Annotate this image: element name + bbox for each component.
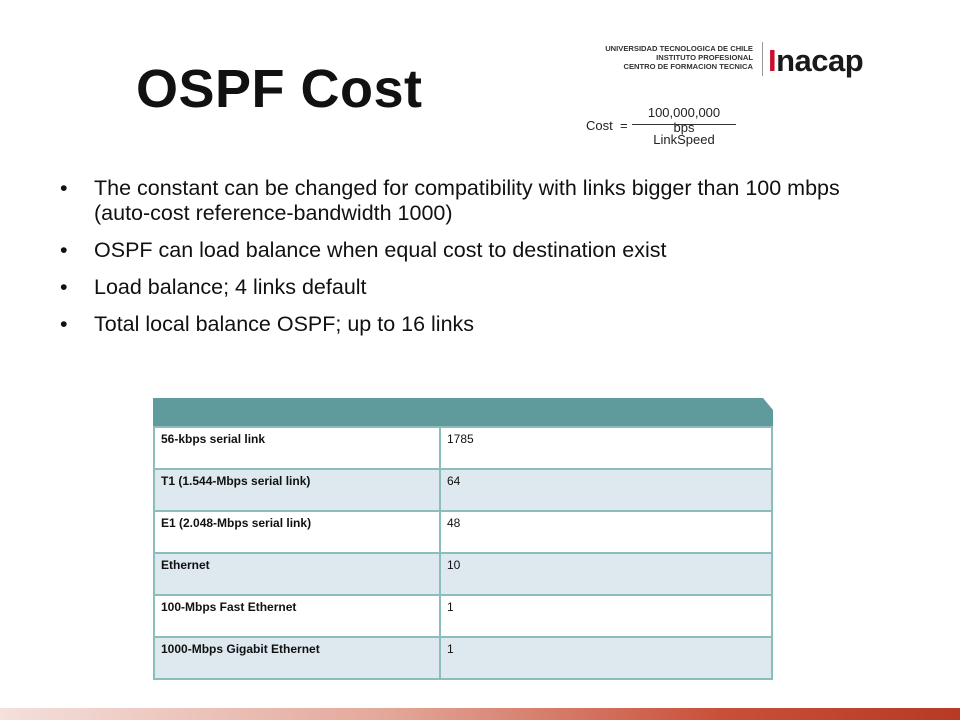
bullet-item: • Load balance; 4 links default <box>60 275 900 300</box>
cost-value-cell: 1 <box>439 636 773 680</box>
link-type-cell: 56-kbps serial link <box>153 426 441 470</box>
logo-line-1: UNIVERSIDAD TECNOLOGICA DE CHILE <box>605 44 753 53</box>
bullet-marker: • <box>60 275 68 299</box>
bullet-marker: • <box>60 238 68 262</box>
bullet-item: • Total local balance OSPF; up to 16 link… <box>60 312 900 337</box>
bullet-text: OSPF can load balance when equal cost to… <box>94 238 667 262</box>
formula-equals: = <box>620 118 628 133</box>
logo-divider <box>762 42 763 76</box>
cost-value-cell: 64 <box>439 468 773 512</box>
logo-brand-rest: nacap <box>776 43 864 78</box>
table-row: 56-kbps serial link 1785 <box>153 426 773 470</box>
formula-fraction-bar <box>632 124 736 125</box>
logo-wordmark: Inacap <box>768 43 864 78</box>
cost-value-cell: 48 <box>439 510 773 554</box>
table-header-bar <box>153 398 773 426</box>
cost-value-cell: 1785 <box>439 426 773 470</box>
bullet-text: Total local balance OSPF; up to 16 links <box>94 312 475 336</box>
table-row: Ethernet 10 <box>153 552 773 596</box>
cost-table-grid: 56-kbps serial link 1785 T1 (1.544-Mbps … <box>153 426 773 680</box>
inacap-logo: UNIVERSIDAD TECNOLOGICA DE CHILE INSTITU… <box>588 40 918 84</box>
link-type-cell: T1 (1.544-Mbps serial link) <box>153 468 441 512</box>
cost-formula: Cost = 100,000,000 bps LinkSpeed <box>586 102 746 154</box>
bottom-decorative-strip <box>0 708 960 720</box>
formula-lhs: Cost <box>586 118 613 133</box>
logo-brand-prefix: I <box>768 43 777 78</box>
link-type-cell: E1 (2.048-Mbps serial link) <box>153 510 441 554</box>
bullet-item: • OSPF can load balance when equal cost t… <box>60 238 900 263</box>
logo-line-3: CENTRO DE FORMACION TECNICA <box>623 62 753 71</box>
ospf-cost-table: 56-kbps serial link 1785 T1 (1.544-Mbps … <box>153 398 773 680</box>
table-row: E1 (2.048-Mbps serial link) 48 <box>153 510 773 554</box>
table-row: 1000-Mbps Gigabit Ethernet 1 <box>153 636 773 680</box>
bullet-marker: • <box>60 176 68 200</box>
table-row: T1 (1.544-Mbps serial link) 64 <box>153 468 773 512</box>
bullet-text: Load balance; 4 links default <box>94 275 367 299</box>
link-type-cell: Ethernet <box>153 552 441 596</box>
cost-value-cell: 10 <box>439 552 773 596</box>
slide-title: OSPF Cost <box>136 59 423 119</box>
formula-denominator: LinkSpeed <box>653 132 715 147</box>
link-type-cell: 1000-Mbps Gigabit Ethernet <box>153 636 441 680</box>
formula-numerator: 100,000,000 bps <box>647 105 721 135</box>
table-row: 100-Mbps Fast Ethernet 1 <box>153 594 773 638</box>
logo-line-2: INSTITUTO PROFESIONAL <box>656 53 753 62</box>
bullet-item: • The constant can be changed for compati… <box>60 176 900 226</box>
bullet-marker: • <box>60 312 68 336</box>
bullet-text: The constant can be changed for compatib… <box>94 176 840 225</box>
link-type-cell: 100-Mbps Fast Ethernet <box>153 594 441 638</box>
cost-value-cell: 1 <box>439 594 773 638</box>
logo-institution-text: UNIVERSIDAD TECNOLOGICA DE CHILE INSTITU… <box>588 44 753 71</box>
bullet-list: • The constant can be changed for compati… <box>60 176 900 349</box>
